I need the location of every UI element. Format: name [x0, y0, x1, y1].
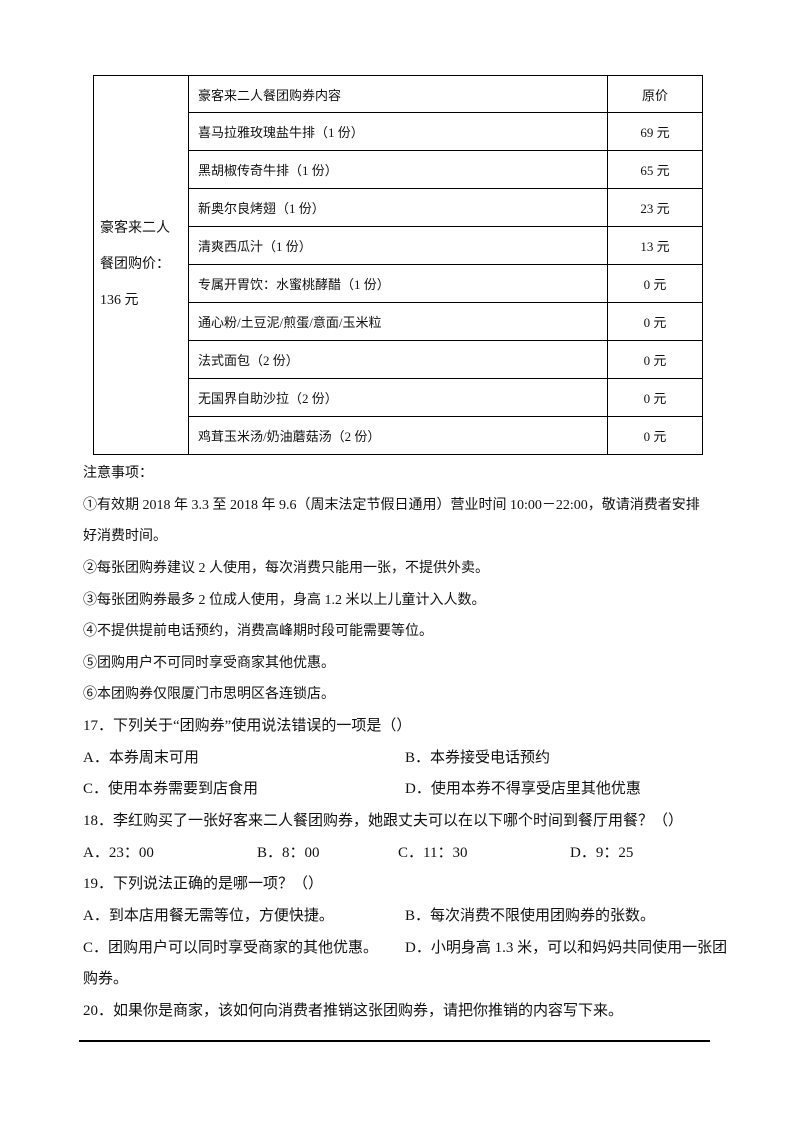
column-header-price: 原价 — [607, 75, 703, 113]
note-4: ④不提供提前电话预约，消费高峰期时段可能需要等位。 — [83, 624, 433, 640]
question-19-option-d: D．小明身高 1.3 米，可以和妈妈共同使用一张团 — [405, 939, 728, 956]
item-name-cell: 新奥尔良烤翅（1 份） — [188, 188, 608, 227]
question-18-stem: 18．李红购买了一张好客来二人餐团购券，她跟丈夫可以在以下哪个时间到餐厅用餐？（… — [83, 813, 684, 830]
question-18-option-a: A．23：00 — [83, 844, 154, 861]
question-17-stem: 17．下列关于“团购券”使用说法错误的一项是（） — [83, 718, 412, 735]
question-17-option-b: B．本券接受电话预约 — [405, 749, 551, 766]
table-row: 鸡茸玉米汤/奶油蘑菇汤（2 份） 0 元 — [94, 416, 703, 455]
question-19-option-c: C．团购用户可以同时享受商家的其他优惠。 — [83, 939, 379, 956]
item-price-cell: 0 元 — [607, 302, 703, 341]
question-19-option-d-continuation: 购券。 — [83, 971, 129, 988]
question-17-option-c: C．使用本券需要到店食用 — [83, 781, 259, 798]
item-name-cell: 鸡茸玉米汤/奶油蘑菇汤（2 份） — [188, 416, 608, 455]
item-name-cell: 无国界自助沙拉（2 份） — [188, 378, 608, 417]
table-row: 喜马拉雅玫瑰盐牛排（1 份） 69 元 — [94, 112, 703, 151]
question-18-option-b: B．8：00 — [257, 844, 320, 861]
note-1-line-2: 好消费时间。 — [83, 529, 167, 545]
group-price-line: 豪客来二人 — [100, 221, 170, 236]
item-price-cell: 23 元 — [607, 188, 703, 227]
table-row: 清爽西瓜汁（1 份） 13 元 — [94, 226, 703, 265]
table-row: 法式面包（2 份） 0 元 — [94, 340, 703, 379]
question-18-options-row: A．23：00 B．8：00 C．11：30 D．9：25 — [83, 838, 711, 870]
question-19-option-a: A．到本店用餐无需等位，方便快捷。 — [83, 907, 334, 924]
question-19-option-b: B．每次消费不限使用团购券的张数。 — [405, 907, 656, 924]
question-17-option-d: D．使用本券不得享受店里其他优惠 — [405, 781, 641, 798]
item-price-cell: 0 元 — [607, 416, 703, 455]
item-name-cell: 黑胡椒传奇牛排（1 份） — [188, 150, 608, 189]
coupon-table: 豪客来二人 餐团购价： 136 元 豪客来二人餐团购券内容 原价 喜马拉雅玫瑰盐… — [93, 75, 703, 455]
note-5: ⑤团购用户不可同时享受商家其他优惠。 — [83, 655, 335, 671]
column-header-content: 豪客来二人餐团购券内容 — [188, 75, 608, 113]
bottom-divider-line — [79, 1040, 710, 1042]
table-header-row: 豪客来二人 餐团购价： 136 元 豪客来二人餐团购券内容 原价 — [93, 75, 703, 455]
item-price-cell: 0 元 — [607, 340, 703, 379]
note-6: ⑥本团购券仅限厦门市思明区各连锁店。 — [83, 687, 335, 703]
question-17-options-row-1: A．本券周末可用 B．本券接受电话预约 — [83, 743, 711, 775]
note-3: ③每张团购券最多 2 位成人使用，身高 1.2 米以上儿童计入人数。 — [83, 592, 486, 608]
question-18-option-d: D．9：25 — [570, 844, 634, 861]
question-17-option-a: A．本券周末可用 — [83, 749, 199, 766]
question-17-options-row-2: C．使用本券需要到店食用 D．使用本券不得享受店里其他优惠 — [83, 774, 711, 806]
group-price-line: 136 元 — [100, 293, 139, 308]
question-19-stem: 19．下列说法正确的是哪一项？（） — [83, 876, 324, 893]
item-price-cell: 13 元 — [607, 226, 703, 265]
notes-and-questions: 注意事项： ①有效期 2018 年 3.3 至 2018 年 9.6（周末法定节… — [83, 458, 727, 1028]
table-row: 通心粉/土豆泥/煎蛋/意面/玉米粒 0 元 — [94, 302, 703, 341]
table-row: 无国界自助沙拉（2 份） 0 元 — [94, 378, 703, 417]
item-name-cell: 喜马拉雅玫瑰盐牛排（1 份） — [188, 112, 608, 151]
item-price-cell: 0 元 — [607, 378, 703, 417]
table-row: 新奥尔良烤翅（1 份） 23 元 — [94, 188, 703, 227]
item-name-cell: 通心粉/土豆泥/煎蛋/意面/玉米粒 — [188, 302, 608, 341]
question-19-options-row-1: A．到本店用餐无需等位，方便快捷。 B．每次消费不限使用团购券的张数。 — [83, 901, 711, 933]
item-price-cell: 0 元 — [607, 264, 703, 303]
notes-heading: 注意事项： — [83, 466, 153, 481]
item-name-cell: 专属开胃饮：水蜜桃酵醋（1 份） — [188, 264, 608, 303]
item-name-cell: 清爽西瓜汁（1 份） — [188, 226, 608, 265]
item-price-cell: 69 元 — [607, 112, 703, 151]
note-1-line-1: ①有效期 2018 年 3.3 至 2018 年 9.6（周末法定节假日通用）营… — [83, 497, 700, 513]
question-19-options-row-2: C．团购用户可以同时享受商家的其他优惠。 D．小明身高 1.3 米，可以和妈妈共… — [83, 933, 727, 965]
question-20-stem: 20．如果你是商家，该如何向消费者推销这张团购券，请把你推销的内容写下来。 — [83, 1002, 624, 1019]
table-row: 专属开胃饮：水蜜桃酵醋（1 份） 0 元 — [94, 264, 703, 303]
group-price-line: 餐团购价： — [100, 257, 170, 272]
item-price-cell: 65 元 — [607, 150, 703, 189]
note-2: ②每张团购券建议 2 人使用，每次消费只能用一张，不提供外卖。 — [83, 560, 489, 576]
group-price-cell: 豪客来二人 餐团购价： 136 元 — [93, 75, 189, 455]
item-name-cell: 法式面包（2 份） — [188, 340, 608, 379]
question-18-option-c: C．11：30 — [398, 844, 468, 861]
